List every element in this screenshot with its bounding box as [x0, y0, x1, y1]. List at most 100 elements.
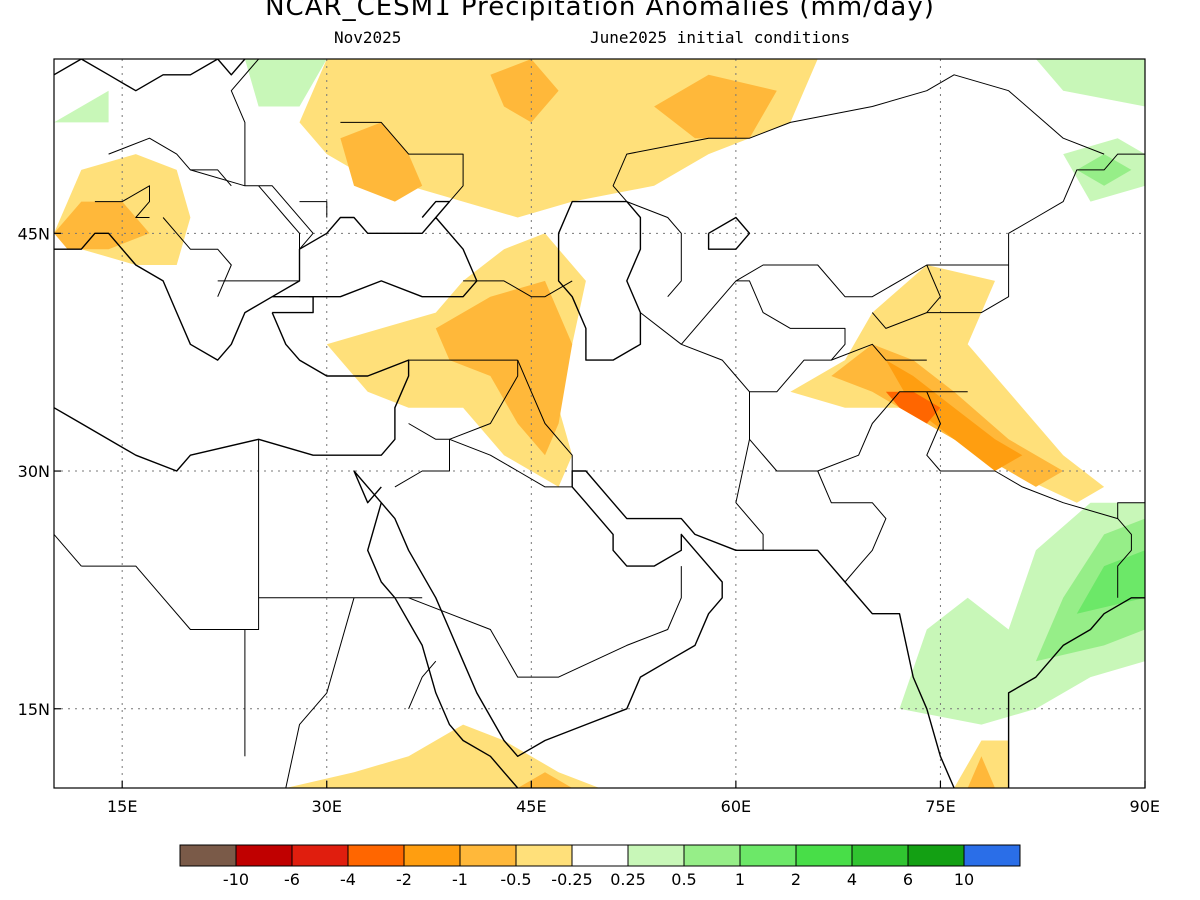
anomaly-region-22 — [244, 59, 327, 107]
border-2 — [463, 280, 573, 298]
anomaly-region-18 — [1076, 550, 1145, 614]
colorbar-swatch-11 — [795, 844, 853, 867]
anomaly-region-5 — [435, 280, 573, 456]
border-4 — [517, 359, 573, 471]
border-27 — [299, 201, 328, 218]
lat-tick-label-0: 45N — [18, 224, 50, 243]
colorbar-label-4: -1 — [452, 870, 468, 889]
colorbar-label-11: 4 — [847, 870, 857, 889]
colorbar: -10 -6 -4 -2 -1 -0.5 -0.25 0.25 0.5 1 2 4 6 10 — [179, 844, 1021, 889]
lon-tick-label-5: 90E — [1130, 797, 1160, 816]
border-19 — [926, 391, 1145, 520]
border-29 — [340, 121, 464, 202]
border-6 — [394, 423, 450, 488]
colorbar-label-10: 2 — [791, 870, 801, 889]
colorbar-swatch-9 — [683, 844, 741, 867]
colorbar-label-13: 10 — [954, 870, 974, 889]
colorbar-swatch-5 — [459, 844, 517, 867]
border-13 — [285, 597, 355, 788]
coastline-2 — [353, 470, 955, 788]
anomaly-region-11 — [885, 391, 941, 424]
colorbar-label-8: 0.5 — [671, 870, 696, 889]
initial-conditions-label: June2025 initial conditions — [590, 28, 851, 47]
anomaly-region-15 — [967, 756, 995, 788]
colorbar-swatch-13 — [907, 844, 965, 867]
anomaly-region-1 — [340, 122, 423, 202]
border-7 — [449, 438, 573, 488]
colorbar-swatch-3 — [347, 844, 405, 867]
coastline-5 — [557, 200, 642, 361]
anomaly-region-10 — [885, 360, 1023, 471]
border-25 — [735, 280, 846, 361]
colorbar-swatch-0 — [179, 844, 237, 867]
anomaly-regions — [54, 59, 1145, 788]
colorbar-swatch-4 — [403, 844, 461, 867]
colorbar-label-1: -6 — [284, 870, 300, 889]
border-17 — [749, 391, 968, 472]
border-5 — [449, 360, 519, 440]
lon-tick-label-0: 15E — [107, 797, 137, 816]
coastlines — [54, 59, 1145, 788]
colorbar-label-5: -0.5 — [500, 870, 531, 889]
border-18 — [817, 470, 887, 583]
coastline-0 — [54, 216, 478, 361]
colorbar-swatch-12 — [851, 844, 909, 867]
coastline-10 — [272, 296, 314, 314]
coastline-9 — [217, 59, 246, 76]
lon-tick-label-4: 75E — [925, 797, 955, 816]
lat-tick-label-1: 30N — [18, 462, 50, 481]
lon-tick-label-3: 60E — [721, 797, 751, 816]
colorbar-swatch-7 — [571, 844, 629, 867]
border-22 — [1008, 153, 1145, 234]
coastline-7 — [421, 200, 451, 218]
colorbar-label-3: -2 — [396, 870, 412, 889]
border-26 — [926, 265, 1010, 314]
coastline-8 — [54, 59, 219, 92]
lon-tick-label-1: 30E — [312, 797, 342, 816]
border-8 — [408, 566, 682, 678]
anomaly-region-21 — [1035, 59, 1145, 107]
colorbar-label-12: 6 — [903, 870, 913, 889]
border-20 — [1117, 518, 1132, 598]
colorbar-label-6: -0.25 — [551, 870, 592, 889]
lat-tick-label-2: 15N — [18, 700, 50, 719]
coastline-3 — [367, 502, 519, 788]
border-23 — [612, 74, 1105, 298]
colorbar-swatch-8 — [627, 844, 685, 867]
border-31 — [94, 185, 150, 218]
colorbar-label-9: 1 — [735, 870, 745, 889]
colorbar-label-0: -10 — [223, 870, 249, 889]
colorbar-swatch-14 — [963, 844, 1021, 867]
map-frame — [53, 58, 1146, 789]
anomaly-region-8 — [790, 265, 1105, 503]
anomaly-region-12 — [285, 724, 600, 788]
forecast-month: Nov2025 — [334, 28, 402, 47]
anomaly-region-3 — [654, 74, 777, 139]
colorbar-label-7: 0.25 — [610, 870, 646, 889]
border-11 — [81, 565, 260, 630]
coastline-6 — [707, 216, 751, 250]
coastline-4 — [1007, 597, 1145, 788]
border-21 — [680, 233, 1010, 345]
lon-tick-label-2: 45E — [516, 797, 546, 816]
anomaly-region-23 — [54, 90, 109, 123]
border-14 — [408, 660, 437, 709]
colorbar-swatch-6 — [515, 844, 573, 867]
colorbar-label-2: -4 — [340, 870, 356, 889]
border-30 — [108, 137, 232, 187]
axis-ticks: 45N 30N 15N 15E 30E 45E 60E 75E 90E — [18, 224, 1160, 816]
border-12 — [54, 534, 82, 567]
colorbar-swatch-10 — [739, 844, 797, 867]
anomaly-region-17 — [1035, 518, 1145, 662]
border-32 — [162, 217, 232, 297]
anomaly-region-2 — [490, 59, 559, 123]
border-33 — [258, 185, 300, 250]
anomaly-region-16 — [899, 502, 1145, 725]
coastline-1 — [54, 312, 410, 472]
border-16 — [749, 343, 927, 393]
border-28 — [230, 59, 259, 186]
country-borders — [54, 59, 1145, 788]
colorbar-swatch-2 — [291, 844, 349, 867]
map-title: NCAR_CESM1 Precipitation Anomalies (mm/d… — [265, 0, 935, 22]
